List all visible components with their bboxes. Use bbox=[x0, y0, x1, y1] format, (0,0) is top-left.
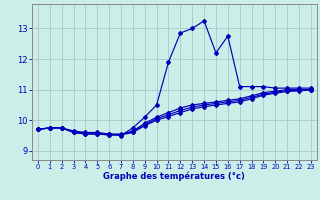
X-axis label: Graphe des températures (°c): Graphe des températures (°c) bbox=[103, 172, 245, 181]
